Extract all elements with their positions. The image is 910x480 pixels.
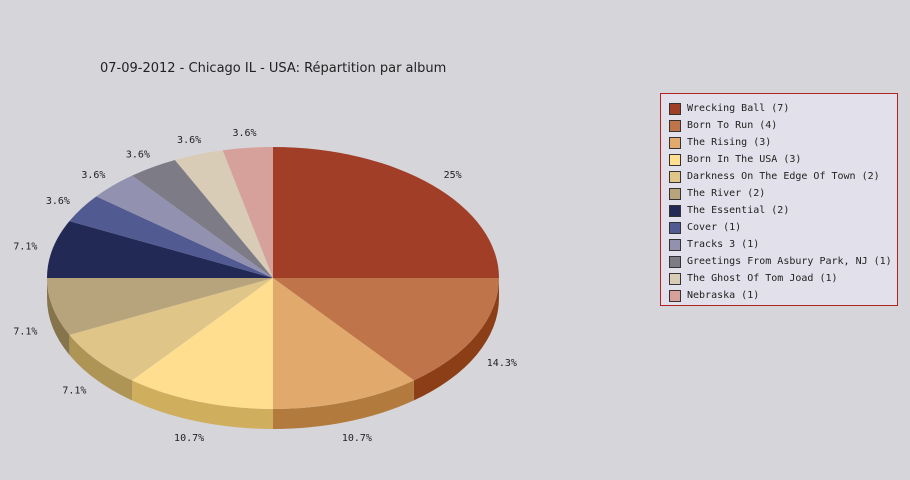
legend-label: Born In The USA (3)	[687, 154, 802, 165]
pie-pct-label-1: 14.3%	[487, 358, 517, 369]
legend-item-0: Wrecking Ball (7)	[669, 100, 897, 117]
pie-slice-6	[47, 221, 273, 278]
pie-pct-label-6: 7.1%	[13, 241, 37, 252]
pie-slice-10	[174, 150, 273, 278]
pie-slice-0	[273, 147, 499, 278]
pie-side-3	[132, 380, 273, 429]
legend-item-6: The Essential (2)	[669, 202, 897, 219]
pie-side-5	[47, 278, 70, 355]
legend-swatch	[669, 153, 681, 166]
legend-swatch	[669, 204, 681, 217]
pie-pct-label-11: 3.6%	[233, 128, 257, 139]
legend-item-1: Born To Run (4)	[669, 117, 897, 134]
legend-label: Born To Run (4)	[687, 120, 778, 131]
legend-swatch	[669, 289, 681, 302]
legend-item-9: Greetings From Asbury Park, NJ (1)	[669, 253, 897, 270]
pie-pct-label-5: 7.1%	[13, 327, 37, 338]
legend-label: Greetings From Asbury Park, NJ (1)	[687, 256, 892, 267]
legend-swatch	[669, 119, 681, 132]
legend-label: The Ghost Of Tom Joad (1)	[687, 273, 838, 284]
legend-item-8: Tracks 3 (1)	[669, 236, 897, 253]
pie-pct-label-10: 3.6%	[177, 135, 201, 146]
legend-item-11: Nebraska (1)	[669, 287, 897, 304]
legend-swatch	[669, 272, 681, 285]
legend-item-4: Darkness On The Edge Of Town (2)	[669, 168, 897, 185]
legend-label: Tracks 3 (1)	[687, 239, 760, 250]
legend-label: Darkness On The Edge Of Town (2)	[687, 171, 880, 182]
legend-swatch	[669, 170, 681, 183]
pie-pct-label-3: 10.7%	[174, 433, 204, 444]
legend-swatch	[669, 136, 681, 149]
pie-pct-label-0: 25%	[444, 170, 462, 181]
pie-pct-label-2: 10.7%	[342, 433, 372, 444]
legend-label: Cover (1)	[687, 222, 742, 233]
legend-label: Wrecking Ball (7)	[687, 103, 790, 114]
pie-side-4	[69, 334, 133, 401]
legend-item-10: The Ghost Of Tom Joad (1)	[669, 270, 897, 287]
legend-label: Nebraska (1)	[687, 290, 760, 301]
legend-swatch	[669, 187, 681, 200]
pie-slice-2	[273, 278, 414, 409]
chart-title: 07-09-2012 - Chicago IL - USA: Répartiti…	[100, 61, 447, 76]
pie-slice-9	[132, 159, 273, 278]
legend-label: The Rising (3)	[687, 137, 772, 148]
legend-swatch	[669, 221, 681, 234]
legend-swatch	[669, 238, 681, 251]
legend-item-2: The Rising (3)	[669, 134, 897, 151]
pie-slice-1	[273, 278, 499, 381]
legend-label: The River (2)	[687, 188, 766, 199]
pie-side-1	[413, 278, 499, 401]
pie-pct-label-4: 7.1%	[62, 386, 86, 397]
pie-pct-label-9: 3.6%	[126, 150, 150, 161]
pie-slice-8	[96, 175, 273, 278]
legend-item-3: Born In The USA (3)	[669, 151, 897, 168]
pie-slice-7	[69, 196, 273, 278]
pie-slice-3	[132, 278, 273, 409]
legend: Wrecking Ball (7) Born To Run (4) The Risi…	[660, 93, 898, 306]
pie-side-2	[273, 380, 414, 429]
legend-swatch	[669, 255, 681, 268]
pie-pct-label-7: 3.6%	[46, 196, 70, 207]
legend-item-5: The River (2)	[669, 185, 897, 202]
legend-swatch	[669, 102, 681, 115]
legend-item-7: Cover (1)	[669, 219, 897, 236]
pie-slice-5	[47, 278, 273, 335]
legend-label: The Essential (2)	[687, 205, 790, 216]
pie-pct-label-8: 3.6%	[81, 170, 105, 181]
pie-slice-4	[69, 278, 273, 381]
pie-slice-11	[222, 147, 273, 278]
